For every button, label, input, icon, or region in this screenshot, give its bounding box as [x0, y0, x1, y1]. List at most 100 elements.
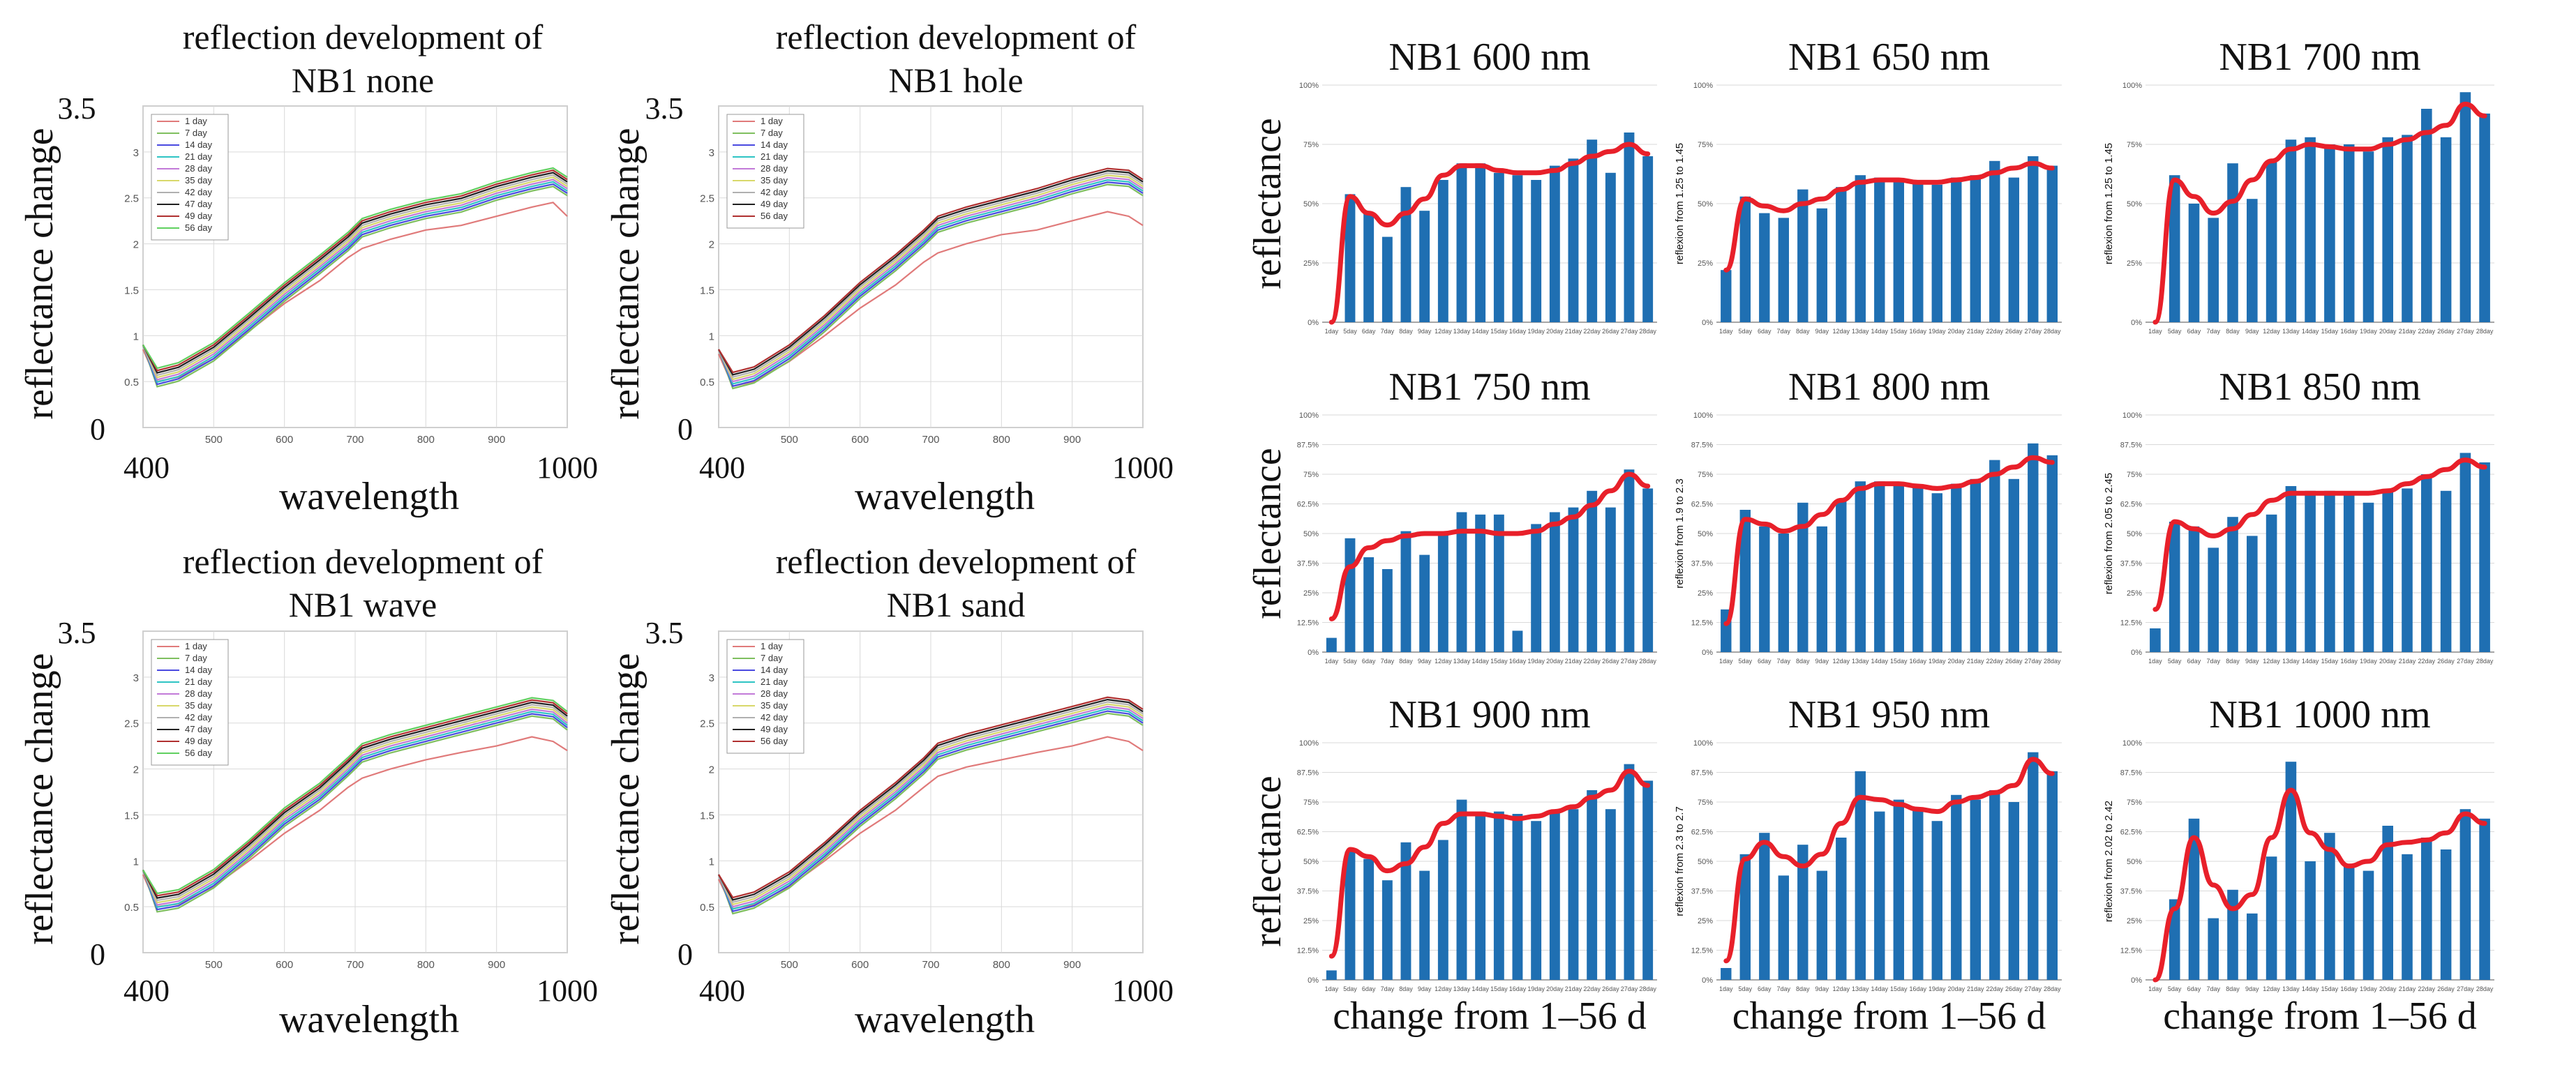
x-tick-label: 26day [2437, 658, 2455, 665]
bar [1419, 554, 1430, 652]
x-tick-label: 500 [781, 959, 798, 971]
legend-entry: 56 day [761, 736, 788, 746]
y-tick-label: 2.5 [124, 718, 139, 730]
spectrum-line-28-day [142, 179, 568, 381]
bar [2440, 490, 2452, 652]
x-axis-title: wavelength [279, 998, 459, 1041]
bar [1970, 799, 1981, 980]
bar [2362, 870, 2374, 980]
bar [2227, 517, 2238, 652]
x-tick-label: 12day [1435, 328, 1452, 335]
y-axis-max-label: 3.5 [645, 91, 684, 126]
spectrum-line-21-day [717, 179, 1144, 385]
bar [2028, 752, 2039, 980]
bar [2459, 453, 2471, 652]
bar [1345, 194, 1356, 322]
bar [1381, 569, 1393, 652]
legend-entry: 14 day [185, 139, 213, 150]
bar [2305, 861, 2316, 980]
legend-entry: 21 day [185, 151, 213, 162]
bar [1400, 187, 1411, 322]
x-tick-label: 19day [2360, 985, 2377, 992]
x-axis-title: wavelength [855, 475, 1035, 518]
legend-entry: 7 day [185, 653, 207, 663]
y-tick-label: 37.5% [2120, 888, 2142, 896]
x-tick-label: 13day [2282, 985, 2300, 992]
spectrum-line-42-day [142, 704, 568, 902]
y-tick-label: 75% [2127, 471, 2142, 479]
y-tick-label: 50% [1698, 530, 1713, 538]
y-axis-title: reflexion from 2.05 to 2.45 [2103, 473, 2115, 594]
x-tick-label: 8day [2226, 658, 2240, 665]
y-axis-min-label: 0 [90, 937, 105, 972]
y-axis-title: reflectance change [18, 653, 61, 944]
x-tick-label: 20day [1947, 328, 1965, 335]
y-tick-label: 100% [1299, 411, 1319, 420]
x-tick-label: 5day [1738, 658, 1752, 665]
x-tick-label: 13day [1453, 985, 1471, 992]
x-tick-label: 6day [1758, 985, 1772, 992]
bar [1797, 189, 1809, 322]
y-tick-label: 0.5 [124, 902, 139, 914]
x-tick-label: 5day [1738, 328, 1752, 335]
x-tick-label: 14day [2302, 658, 2319, 665]
y-tick-label: 1 [133, 331, 139, 342]
x-axis-min-label: 400 [699, 451, 745, 485]
trend-line [1723, 757, 2055, 964]
legend-entry: 56 day [185, 748, 213, 758]
x-tick-label: 22day [1986, 985, 2003, 992]
y-tick-label: 0.5 [700, 377, 714, 388]
x-tick-label: 5day [2168, 658, 2182, 665]
bar [1512, 814, 1523, 980]
x-tick-label: 1day [2148, 328, 2162, 335]
y-axis-max-label: 3.5 [645, 616, 684, 650]
y-tick-label: 100% [1299, 739, 1319, 748]
x-tick-label: 13day [1453, 658, 1471, 665]
x-tick-label: 5day [1343, 328, 1357, 335]
spectrum-line-21-day [142, 711, 568, 909]
trend-line [1328, 769, 1651, 959]
x-tick-label: 9day [2245, 328, 2259, 335]
x-axis-title: wavelength [855, 998, 1035, 1041]
legend-entry: 35 day [761, 175, 788, 186]
x-tick-label: 15day [2321, 985, 2339, 992]
bar [1419, 211, 1430, 322]
y-axis-min-label: 0 [90, 412, 105, 446]
y-tick-label: 0% [1702, 976, 1713, 985]
bar [2169, 899, 2180, 980]
y-axis-title: reflectance change [18, 128, 61, 419]
x-tick-label: 20day [1546, 328, 1564, 335]
x-tick-label: 13day [1453, 328, 1471, 335]
x-tick-label: 28day [2476, 658, 2494, 665]
spectrum-line-14-day [717, 710, 1144, 913]
y-axis-title: reflectance [1246, 776, 1289, 947]
y-axis-min-label: 0 [677, 412, 693, 446]
y-tick-label: 3 [133, 147, 139, 159]
x-tick-label: 16day [2340, 658, 2358, 665]
bar [1419, 870, 1430, 980]
y-tick-label: 0% [1308, 976, 1319, 985]
spectrum-line-42-day [142, 174, 568, 377]
y-tick-label: 75% [1303, 799, 1319, 807]
legend-entry: 35 day [185, 175, 213, 186]
spectrum-line-49-day [718, 698, 1144, 901]
x-tick-label: 8day [1399, 658, 1413, 665]
bar [2046, 771, 2058, 980]
y-tick-label: 25% [1698, 259, 1713, 268]
y-tick-label: 12.5% [2120, 947, 2142, 955]
x-tick-label: 20day [1947, 658, 1965, 665]
x-tick-label: 22day [2418, 985, 2436, 992]
legend-entry: 35 day [761, 700, 788, 711]
bar [1642, 156, 1654, 322]
bar [2227, 163, 2238, 322]
x-axis-max-label: 1000 [1112, 451, 1174, 485]
x-tick-label: 800 [417, 959, 435, 971]
bar [1363, 557, 1375, 652]
x-tick-label: 9day [1815, 985, 1829, 992]
spectrum-line-56-day [142, 697, 568, 895]
x-tick-label: 12day [1832, 328, 1850, 335]
y-axis-title: reflectance [1246, 118, 1289, 289]
x-tick-label: 15day [1490, 328, 1508, 335]
bar [1951, 483, 1962, 652]
